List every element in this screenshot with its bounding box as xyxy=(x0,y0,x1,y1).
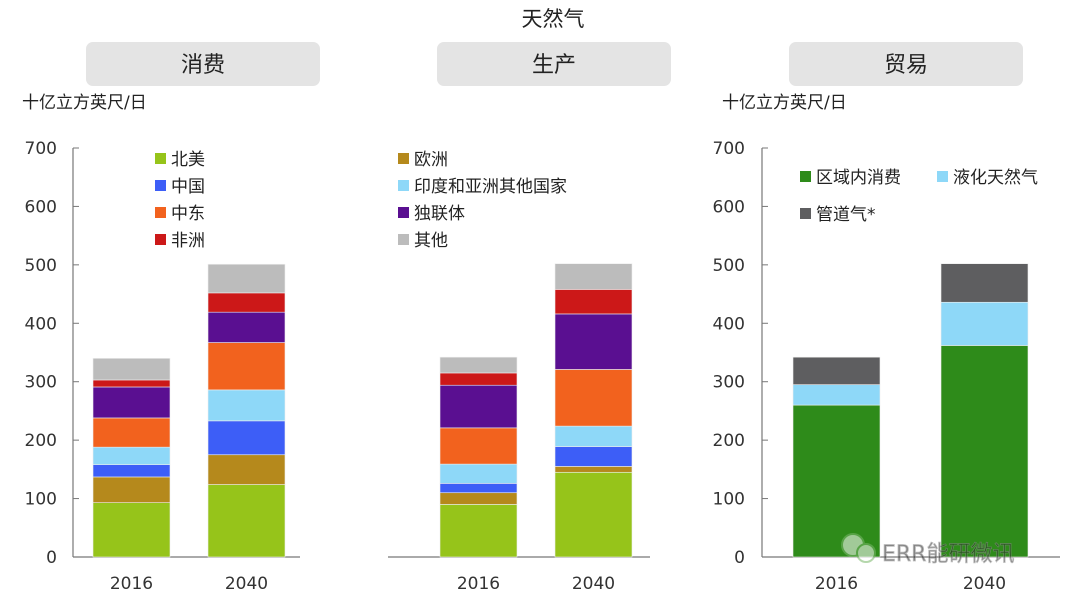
x-tick-label: 2040 xyxy=(572,574,615,594)
bar-segment-2040 xyxy=(554,313,633,370)
legend-swatch xyxy=(800,171,811,182)
bar-segment-2016 xyxy=(439,384,518,429)
y-tick-label: 0 xyxy=(46,548,57,568)
bar-segment-2040 xyxy=(207,311,286,343)
bar-segment-2016 xyxy=(439,463,518,484)
panel-header-box xyxy=(86,42,320,86)
x-tick-label: 2016 xyxy=(815,574,858,594)
x-tick-label: 2040 xyxy=(963,574,1006,594)
bar-segment-2016 xyxy=(92,417,171,448)
y-tick-label: 400 xyxy=(25,314,57,334)
y-tick-label: 200 xyxy=(25,431,57,451)
bar-segment-2040 xyxy=(554,471,633,558)
bar-segment-2040 xyxy=(940,263,1029,303)
legend-label: 液化天然气 xyxy=(953,168,1038,188)
bar-segment-2040 xyxy=(554,466,633,473)
bar-segment-2040 xyxy=(940,345,1029,558)
y-tick-label: 500 xyxy=(713,256,745,276)
watermark: ERR能研微讯 xyxy=(841,533,1015,567)
x-tick-label: 2016 xyxy=(110,574,153,594)
y-tick-label: 600 xyxy=(25,197,57,217)
legend-label: 北美 xyxy=(171,150,205,170)
bar-segment-2040 xyxy=(940,301,1029,346)
y-tick-label: 0 xyxy=(734,548,745,568)
y-tick-label: 300 xyxy=(713,373,745,393)
panel-title-trade: 贸易 xyxy=(884,53,928,78)
legend-swatch xyxy=(155,153,166,164)
bar-segment-2016 xyxy=(439,504,518,558)
legend-swatch xyxy=(155,180,166,191)
y-tick-label: 200 xyxy=(713,431,745,451)
panel-title-consumption: 消费 xyxy=(181,53,225,78)
bar-segment-2040 xyxy=(554,369,633,427)
legend-label: 非洲 xyxy=(171,231,205,251)
legend-swatch xyxy=(398,180,409,191)
bar-segment-2016 xyxy=(92,464,171,478)
y-axis-unit-trade: 十亿立方英尺/日 xyxy=(722,93,847,113)
bar-segment-2040 xyxy=(554,425,633,447)
bar-segment-2040 xyxy=(207,484,286,558)
y-tick-label: 400 xyxy=(713,314,745,334)
chart-title: 天然气 xyxy=(522,7,585,31)
legend-swatch xyxy=(398,207,409,218)
bar-segment-2040 xyxy=(207,292,286,313)
legend-swatch xyxy=(800,208,811,219)
legend-swatch xyxy=(398,153,409,164)
bar-segment-2016 xyxy=(439,483,518,494)
panel-production-header: 生产 xyxy=(437,42,671,86)
bar-segment-2040 xyxy=(554,263,633,290)
y-tick-label: 500 xyxy=(25,256,57,276)
y-tick-label: 300 xyxy=(25,373,57,393)
legend-label: 中国 xyxy=(171,177,205,197)
legend-label: 中东 xyxy=(171,204,205,224)
legend-label: 其他 xyxy=(414,231,448,251)
x-tick-label: 2040 xyxy=(225,574,268,594)
legend-label: 欧洲 xyxy=(414,150,448,170)
bar-segment-2016 xyxy=(792,356,881,385)
panel-header-box xyxy=(437,42,671,86)
bar-segment-2016 xyxy=(92,386,171,419)
panel-title-production: 生产 xyxy=(532,53,576,78)
panel-trade-header: 贸易 xyxy=(789,42,1023,86)
watermark-text: ERR能研微讯 xyxy=(882,542,1014,567)
bar-segment-2016 xyxy=(792,384,881,406)
bar-segment-2040 xyxy=(207,454,286,485)
bar-segment-2016 xyxy=(92,502,171,558)
bar-segment-2016 xyxy=(92,358,171,381)
y-tick-label: 700 xyxy=(713,139,745,159)
legend-label: 管道气* xyxy=(816,205,876,225)
bar-segment-2040 xyxy=(207,263,286,294)
legend-swatch xyxy=(155,234,166,245)
bar-segment-2016 xyxy=(439,427,518,465)
legend-swatch xyxy=(937,171,948,182)
bar-segment-2040 xyxy=(554,446,633,467)
bar-segment-2016 xyxy=(439,372,518,386)
bar-segment-2040 xyxy=(554,289,633,315)
legend-label: 独联体 xyxy=(414,204,465,224)
legend-label: 印度和亚洲其他国家 xyxy=(414,177,567,197)
y-axis-unit-consumption: 十亿立方英尺/日 xyxy=(22,93,147,113)
legend-swatch xyxy=(398,234,409,245)
bar-segment-2016 xyxy=(439,492,518,505)
panel-consumption-header: 消费 xyxy=(86,42,320,86)
legend-swatch xyxy=(155,207,166,218)
bar-segment-2016 xyxy=(92,446,171,465)
bar-segment-2016 xyxy=(792,404,881,558)
bar-segment-2016 xyxy=(92,476,171,503)
x-tick-label: 2016 xyxy=(457,574,500,594)
y-tick-label: 700 xyxy=(25,139,57,159)
panel-header-box xyxy=(789,42,1023,86)
bar-segment-2040 xyxy=(207,420,286,456)
bar-segment-2040 xyxy=(207,389,286,422)
wechat-icon-small xyxy=(856,543,876,563)
y-tick-label: 100 xyxy=(25,490,57,510)
bar-segment-2040 xyxy=(207,342,286,391)
legend-label: 区域内消费 xyxy=(816,168,901,188)
bar-segment-2016 xyxy=(92,379,171,388)
bar-segment-2016 xyxy=(439,356,518,374)
y-tick-label: 600 xyxy=(713,197,745,217)
y-tick-label: 100 xyxy=(713,490,745,510)
